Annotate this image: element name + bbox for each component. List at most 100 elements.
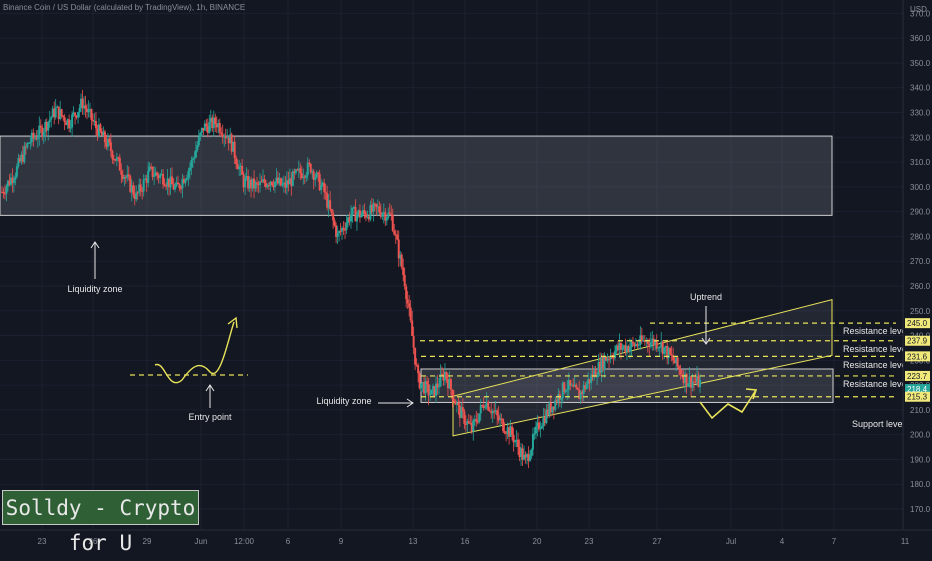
candle-body — [165, 186, 167, 187]
entry-point-label: Entry point — [188, 412, 232, 422]
candle-body — [198, 136, 200, 145]
upper-liquidity-zone — [0, 136, 832, 215]
candle-body — [650, 342, 652, 347]
candle-body — [429, 394, 431, 395]
candle-body — [162, 174, 164, 184]
candle-body — [219, 123, 221, 132]
candle-body — [95, 121, 97, 128]
candle-body — [128, 175, 130, 177]
candle-body — [351, 208, 353, 215]
price-tick-label: 340.0 — [910, 84, 931, 93]
price-tick-label: 310.0 — [910, 158, 931, 167]
candle-body — [199, 133, 201, 137]
candle-body — [40, 126, 42, 128]
price-tick-label: 290.0 — [910, 208, 931, 217]
grid-lines — [0, 0, 905, 530]
candle-body — [378, 206, 380, 212]
candle-body — [402, 267, 404, 275]
candle-body — [196, 145, 198, 150]
candle-body — [120, 171, 122, 175]
candle-body — [659, 347, 661, 348]
candle-body — [308, 163, 310, 164]
candle-body — [244, 179, 246, 188]
candle-body — [671, 354, 673, 355]
candle-body — [281, 184, 283, 185]
candle-body — [457, 403, 459, 405]
price-tick-label: 350.0 — [910, 59, 931, 68]
candle-body — [407, 299, 409, 303]
candle-body — [70, 128, 72, 129]
candle-body — [64, 117, 66, 122]
chart-header: Binance Coin / US Dollar (calculated by … — [3, 3, 245, 12]
time-tick-label: Jul — [726, 537, 736, 546]
candle-body — [85, 105, 87, 108]
candle-body — [413, 336, 415, 348]
candle-body — [453, 399, 455, 401]
candle-body — [462, 407, 464, 411]
candle-body — [480, 405, 482, 413]
candle-body — [535, 427, 537, 434]
liquidity-zone-label: Liquidity zone — [316, 396, 371, 406]
candle-body — [411, 321, 413, 336]
time-tick-label: 9 — [339, 537, 344, 546]
candle-body — [504, 431, 506, 433]
watermark-badge: Solldy - Crypto for U — [2, 490, 199, 525]
candle-body — [140, 184, 142, 191]
candle-body — [261, 181, 263, 182]
candle-body — [417, 365, 419, 373]
candle-body — [408, 303, 410, 307]
candle-body — [208, 122, 210, 133]
candle-body — [238, 167, 240, 169]
uptrend-label: Uptrend — [690, 292, 722, 302]
candle-body — [2, 192, 4, 193]
price-tick-label: 170.0 — [910, 505, 931, 514]
candle-body — [404, 275, 406, 286]
candle-body — [263, 179, 265, 183]
resistance-level-label: Resistance level — [843, 379, 909, 389]
candle-body — [305, 175, 307, 178]
time-tick-label: 23 — [38, 537, 47, 546]
candle-body — [669, 348, 671, 354]
candle-body — [152, 167, 154, 177]
candle-body — [62, 116, 64, 117]
candle-body — [192, 159, 194, 160]
time-tick-label: 11 — [901, 537, 910, 546]
candle-body — [596, 376, 598, 377]
candle-body — [68, 119, 70, 128]
candle-body — [346, 223, 348, 230]
candle-body — [363, 210, 365, 213]
candle-body — [511, 427, 513, 435]
candle-body — [171, 176, 173, 184]
candle-body — [104, 132, 106, 143]
candle-body — [325, 192, 327, 193]
candle-body — [187, 171, 189, 178]
candle-body — [193, 157, 195, 158]
candle-body — [426, 381, 428, 384]
price-label-text: 215.3 — [907, 393, 928, 402]
candle-body — [475, 419, 477, 422]
candle-body — [214, 117, 216, 124]
candle-body — [177, 183, 179, 184]
entry-path — [155, 322, 234, 383]
resistance-level-label: Resistance level — [843, 344, 909, 354]
candle-body — [337, 233, 339, 236]
candle-body — [256, 182, 258, 183]
candle-body — [680, 369, 682, 374]
candle-body — [502, 419, 504, 431]
candle-body — [401, 255, 403, 268]
candle-body — [496, 410, 498, 415]
candle-body — [241, 166, 243, 175]
candle-body — [49, 120, 51, 122]
candle-body — [678, 366, 680, 369]
candle-body — [32, 133, 34, 138]
candle-body — [468, 421, 470, 423]
candle-body — [350, 215, 352, 222]
candle-body — [205, 123, 207, 126]
price-tick-label: 320.0 — [910, 133, 931, 142]
candle-body — [77, 112, 79, 117]
candle-body — [184, 180, 186, 183]
candle-body — [372, 204, 374, 212]
candle-body — [487, 402, 489, 410]
candle-body — [566, 390, 568, 391]
